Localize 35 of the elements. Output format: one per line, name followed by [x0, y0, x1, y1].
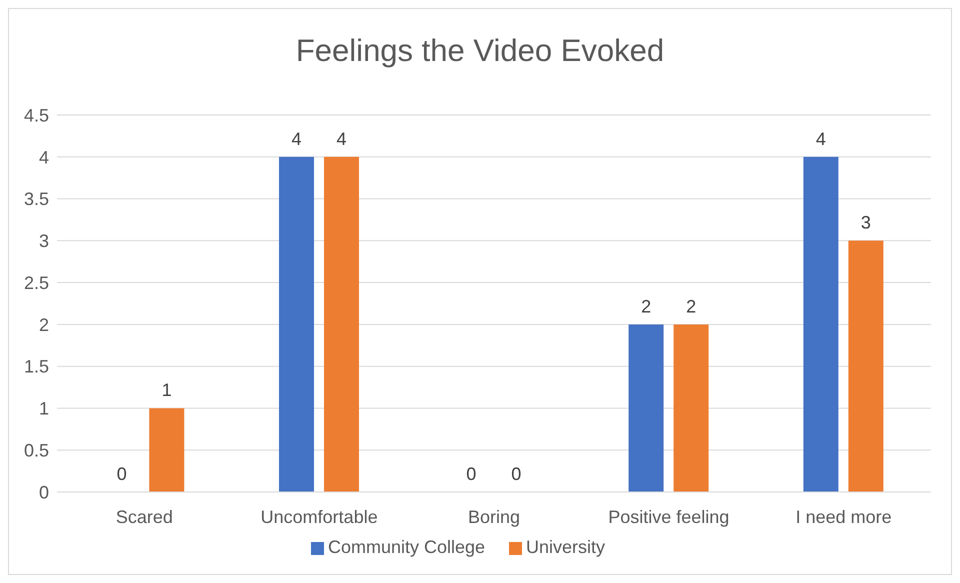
y-tick-label: 2.5	[24, 272, 49, 293]
y-tick-label: 3	[38, 231, 49, 252]
y-tick-label: 0	[38, 482, 49, 502]
data-label: 0	[511, 464, 522, 484]
bar	[324, 156, 359, 492]
x-tick-label: I need more	[796, 506, 892, 527]
bar	[149, 408, 184, 492]
data-label: 4	[291, 128, 302, 149]
bar	[278, 156, 314, 492]
legend-label: University	[526, 537, 606, 557]
bar	[674, 324, 709, 492]
legend-label: Community College	[328, 537, 486, 557]
y-tick-label: 0.5	[24, 440, 49, 460]
y-tick-label: 1.5	[24, 356, 49, 377]
y-tick-label: 4	[38, 147, 49, 168]
data-label: 3	[860, 212, 871, 233]
x-tick-label: Uncomfortable	[260, 506, 378, 527]
chart-title: Feelings the Video Evoked	[294, 32, 666, 70]
data-label: 4	[816, 128, 826, 149]
data-label: 0	[116, 464, 127, 484]
bar	[628, 324, 664, 492]
x-tick-label: Scared	[116, 506, 173, 527]
data-label: 4	[336, 128, 347, 149]
data-label: 0	[466, 464, 476, 484]
y-tick-label: 4.5	[24, 105, 49, 126]
bar	[848, 240, 884, 492]
y-tick-label: 1	[38, 398, 49, 419]
x-tick-label: Positive feeling	[608, 506, 730, 527]
data-label: 2	[641, 296, 652, 316]
x-tick-label: Boring	[468, 506, 520, 527]
y-tick-label: 3.5	[24, 189, 49, 210]
data-label: 1	[162, 380, 172, 400]
data-label: 2	[686, 296, 696, 316]
y-tick-label: 2	[38, 314, 49, 335]
bar	[803, 156, 838, 492]
